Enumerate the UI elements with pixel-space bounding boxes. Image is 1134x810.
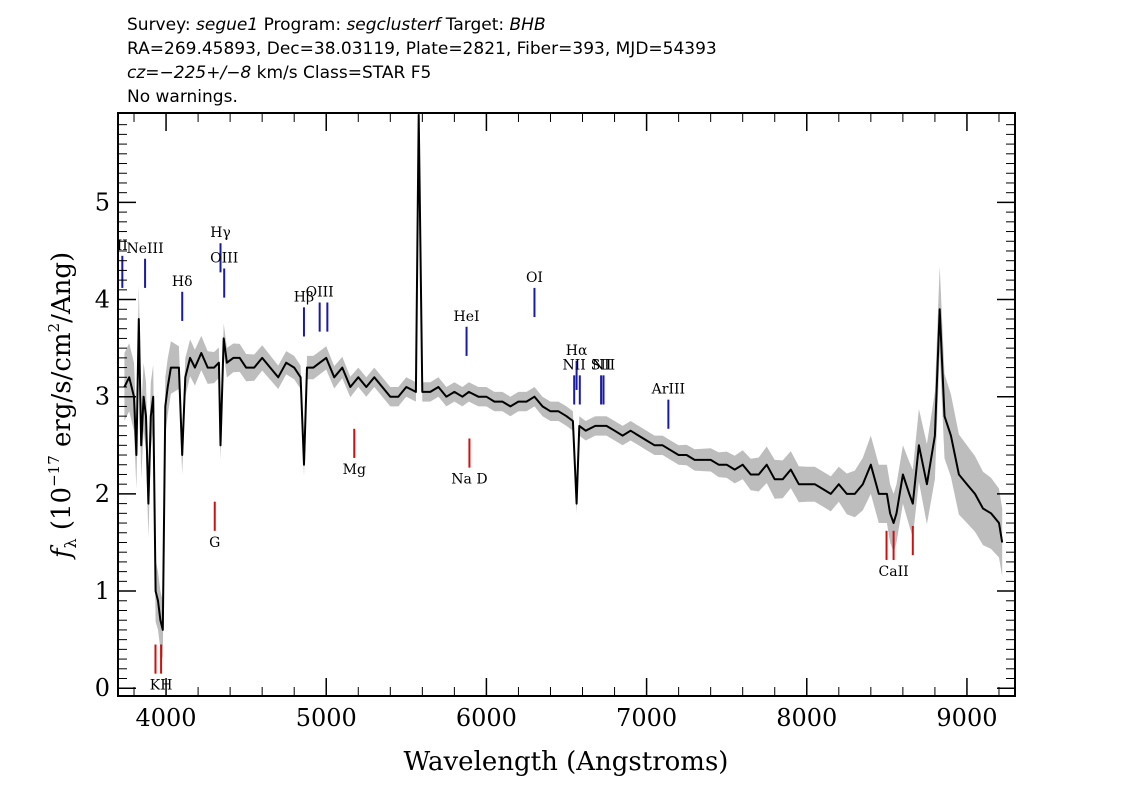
spectral-line-label: Mg <box>343 462 366 478</box>
x-axis-title: Wavelength (Angstroms) <box>404 747 729 777</box>
x-tick-label: 6000 <box>456 704 517 732</box>
x-tick-label: 9000 <box>936 704 997 732</box>
spectral-line-label: Hβ <box>294 289 314 305</box>
spectral-line-label: ArIII <box>651 382 685 398</box>
y-axis-exponent: −17 <box>45 455 63 487</box>
spectral-line-label: Hδ <box>172 274 193 290</box>
spectral-line-label: NII <box>592 357 615 373</box>
y-tick-label: 0 <box>95 674 110 702</box>
axis-ticks: 4000 5000 6000 7000 8000 9000 0 1 2 3 4 5 <box>95 113 1015 732</box>
error-band <box>124 113 1003 660</box>
spectral-line-label: Hα <box>566 343 588 359</box>
y-axis-unit: erg/s/cm <box>47 332 77 455</box>
x-tick-label: 4000 <box>136 704 197 732</box>
y-tick-label: 3 <box>95 383 110 411</box>
spectral-line-label: SII <box>591 357 612 373</box>
cz-label: cz <box>127 63 146 83</box>
spectral-line-label: Hγ <box>210 225 231 241</box>
x-tick-label: 8000 <box>776 704 837 732</box>
spectral-line-label: OIII <box>210 250 238 266</box>
header-line-2: RA=269.45893, Dec=38.03119, Plate=2821, … <box>127 39 717 59</box>
header-line-1: Survey: segue1 Program: segclusterf Targ… <box>127 15 546 35</box>
spectral-line-label: OI <box>526 270 543 286</box>
x-tick-label: 5000 <box>296 704 357 732</box>
target-value: BHB <box>510 15 546 35</box>
spectral-line-label: NeIII <box>126 241 163 257</box>
plot-frame <box>117 112 1016 697</box>
y-axis-exponent-2: 2 <box>45 323 63 333</box>
spectral-line-label: HeI <box>454 309 480 325</box>
x-tick-label: 7000 <box>616 704 677 732</box>
cz-unit-class: km/s Class=STAR F5 <box>251 63 431 83</box>
spectral-line-label: OIII <box>306 284 334 300</box>
spectral-line-label: II <box>117 238 128 254</box>
survey-value: segue1 <box>196 15 258 35</box>
y-axis-title: fλ (10−17 erg/s/cm2/Ang) <box>45 252 80 560</box>
y-axis-end: /Ang) <box>47 252 77 323</box>
spectral-line-label: NII <box>563 357 586 373</box>
program-value: segclusterf <box>346 15 443 35</box>
header-line-3: cz=−225+/−8 km/s Class=STAR F5 <box>127 63 431 83</box>
y-tick-label: 1 <box>95 577 110 605</box>
header-line-4: No warnings. <box>127 87 238 107</box>
survey-label: Survey: <box>127 15 196 35</box>
program-label: Program: <box>258 15 346 35</box>
y-axis-subscript: λ <box>61 538 80 548</box>
spectral-line-label: CaII <box>879 564 909 580</box>
spectral-line-label: Na D <box>451 472 487 488</box>
chart-header: Survey: segue1 Program: segclusterf Targ… <box>127 15 717 107</box>
cz-value: =−225+/−8 <box>145 63 251 83</box>
plot-area: IINeIIIHδHγOIIIHβOIIIHeIOINIIHαSIINIIArI… <box>117 113 1004 694</box>
spectral-line-label: G <box>209 535 220 551</box>
target-label: Target: <box>440 15 509 35</box>
y-tick-label: 5 <box>95 188 110 216</box>
y-tick-label: 4 <box>95 286 110 314</box>
y-tick-label: 2 <box>95 480 110 508</box>
spectral-line-label: KH <box>150 678 173 694</box>
y-axis-text-1: (10 <box>47 487 77 539</box>
flux-line <box>123 113 1004 631</box>
